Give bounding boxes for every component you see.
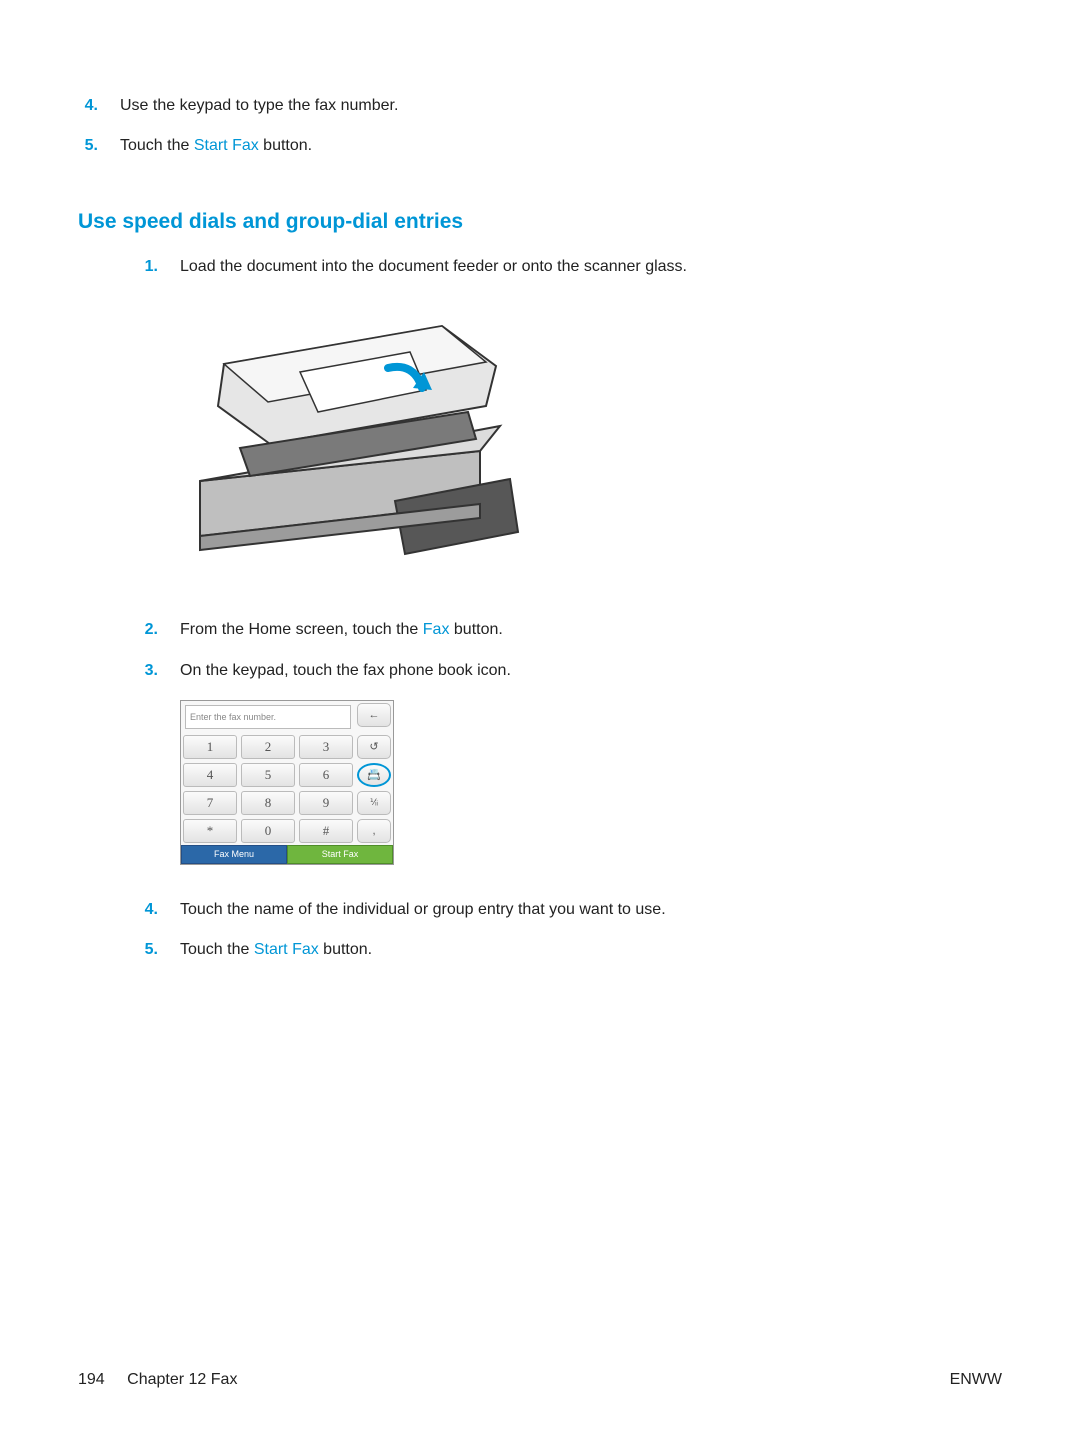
- key-1: 1: [183, 735, 237, 759]
- fax-menu-button: Fax Menu: [181, 845, 287, 864]
- key-8: 8: [241, 791, 295, 815]
- step-item: 5.Touch the Start Fax button.: [78, 135, 1002, 157]
- key-0: 0: [241, 819, 295, 843]
- key-7: 7: [183, 791, 237, 815]
- section-heading: Use speed dials and group-dial entries: [78, 210, 1002, 234]
- step-text: On the keypad, touch the fax phone book …: [180, 660, 511, 682]
- key-9: 9: [299, 791, 353, 815]
- fax-keypad-screenshot: Enter the fax number. ← 1 2 3 ↺ 4 5 6 📇 …: [180, 700, 394, 865]
- step-number: 4.: [78, 97, 120, 115]
- step-item: 1.Load the document into the document fe…: [138, 256, 1002, 278]
- step-text: Touch the name of the individual or grou…: [180, 899, 666, 921]
- pause-key: ⅟ᵢᵢ: [357, 791, 391, 815]
- step-number: 3.: [138, 662, 180, 680]
- fax-number-display: Enter the fax number.: [185, 705, 351, 729]
- step-number: 1.: [138, 258, 180, 276]
- manual-page: 4.Use the keypad to type the fax number.…: [0, 0, 1080, 1437]
- page-footer: 194 Chapter 12 Fax ENWW: [78, 1371, 1002, 1389]
- step-number: 5.: [138, 941, 180, 959]
- previous-step-list: 4.Use the keypad to type the fax number.…: [78, 95, 1002, 158]
- step-text: Use the keypad to type the fax number.: [120, 95, 398, 117]
- start-fax-button: Start Fax: [287, 845, 393, 864]
- phone-book-icon: 📇: [357, 763, 391, 787]
- key-hash: #: [299, 819, 353, 843]
- key-5: 5: [241, 763, 295, 787]
- key-star: *: [183, 819, 237, 843]
- key-6: 6: [299, 763, 353, 787]
- backspace-key: ←: [357, 703, 391, 727]
- step-number: 5.: [78, 137, 120, 155]
- key-3: 3: [299, 735, 353, 759]
- comma-key: ,: [357, 819, 391, 843]
- step-item: 4.Use the keypad to type the fax number.: [78, 95, 1002, 117]
- step-item: 5.Touch the Start Fax button.: [138, 939, 1002, 961]
- step-item: 2.From the Home screen, touch the Fax bu…: [138, 619, 1002, 641]
- chapter-title: Chapter 12 Fax: [127, 1371, 237, 1388]
- footer-right: ENWW: [950, 1371, 1002, 1389]
- key-2: 2: [241, 735, 295, 759]
- step-text: Load the document into the document feed…: [180, 256, 687, 278]
- step-number: 2.: [138, 621, 180, 639]
- key-4: 4: [183, 763, 237, 787]
- step-number: 4.: [138, 901, 180, 919]
- page-number: 194: [78, 1371, 105, 1388]
- redial-key: ↺: [357, 735, 391, 759]
- step-text: Touch the Start Fax button.: [180, 939, 372, 961]
- printer-illustration: [180, 306, 1002, 579]
- step-item: 3.On the keypad, touch the fax phone boo…: [138, 660, 1002, 682]
- step-text: Touch the Start Fax button.: [120, 135, 312, 157]
- step-item: 4.Touch the name of the individual or gr…: [138, 899, 1002, 921]
- scanner-loading-illustration: [180, 306, 520, 574]
- step-text: From the Home screen, touch the Fax butt…: [180, 619, 503, 641]
